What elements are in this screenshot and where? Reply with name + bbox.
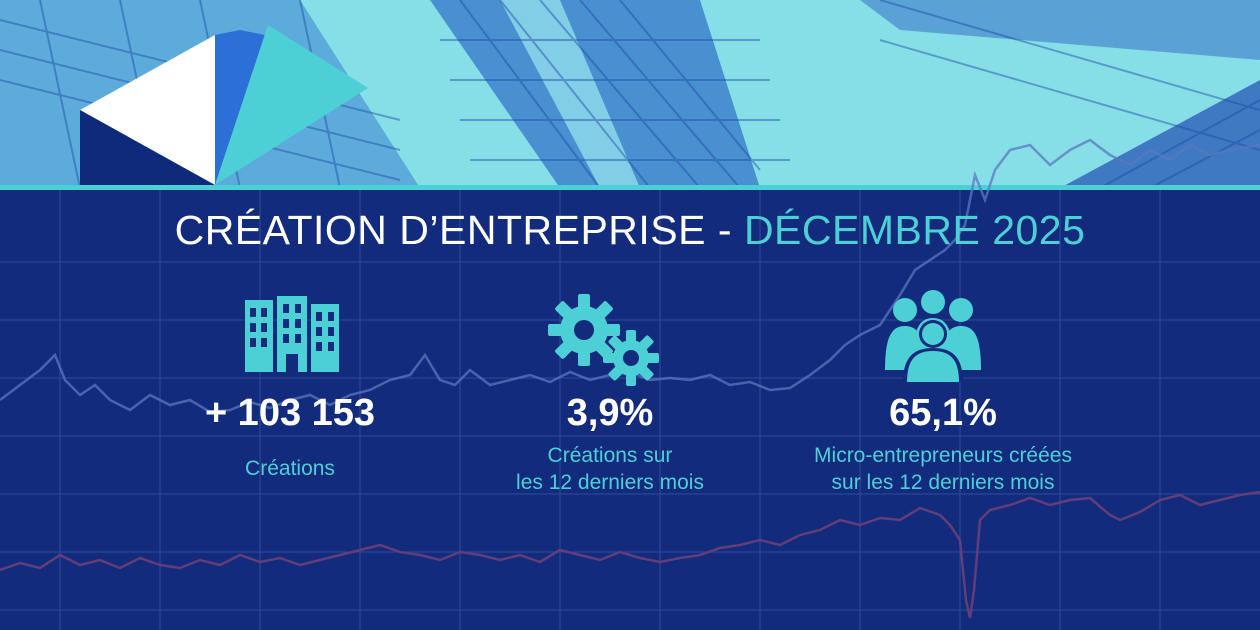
stat-label-line: Micro-entrepreneurs créées	[814, 444, 1072, 467]
stat-label-line: sur les 12 derniers mois	[831, 471, 1055, 494]
decorative-line-light	[0, 138, 1260, 414]
stat-label: Créations	[170, 455, 410, 482]
title-main: CRÉATION D’ENTREPRISE -	[174, 207, 744, 253]
stat-label-line: les 12 derniers mois	[516, 471, 704, 494]
stat-value: + 103 153	[204, 392, 376, 434]
background-grid	[0, 190, 1260, 630]
stat-value: 65,1%	[889, 392, 997, 434]
stat-label-line: Créations sur	[547, 444, 673, 467]
building-icon	[245, 296, 339, 372]
stat-value: 3,9%	[566, 392, 654, 434]
stat-label: Créations sur les 12 derniers mois	[460, 442, 760, 496]
decorative-line-dark	[0, 490, 1260, 619]
gears-icon	[548, 294, 659, 386]
title-period: DÉCEMBRE 2025	[743, 207, 1086, 253]
page-title: CRÉATION D’ENTREPRISE - DÉCEMBRE 2025	[0, 207, 1260, 254]
stat-label-line: Créations	[245, 457, 335, 480]
stat-micro-entrepreneurs: 65,1% Micro-entrepreneurs créées sur les…	[778, 290, 1108, 510]
people-icon	[885, 290, 981, 382]
stat-growth: 3,9% Créations sur les 12 derniers mois	[460, 290, 760, 510]
logo	[80, 25, 368, 185]
stat-label: Micro-entrepreneurs créées sur les 12 de…	[778, 442, 1108, 496]
stat-creations: + 103 153 Créations	[170, 290, 410, 490]
